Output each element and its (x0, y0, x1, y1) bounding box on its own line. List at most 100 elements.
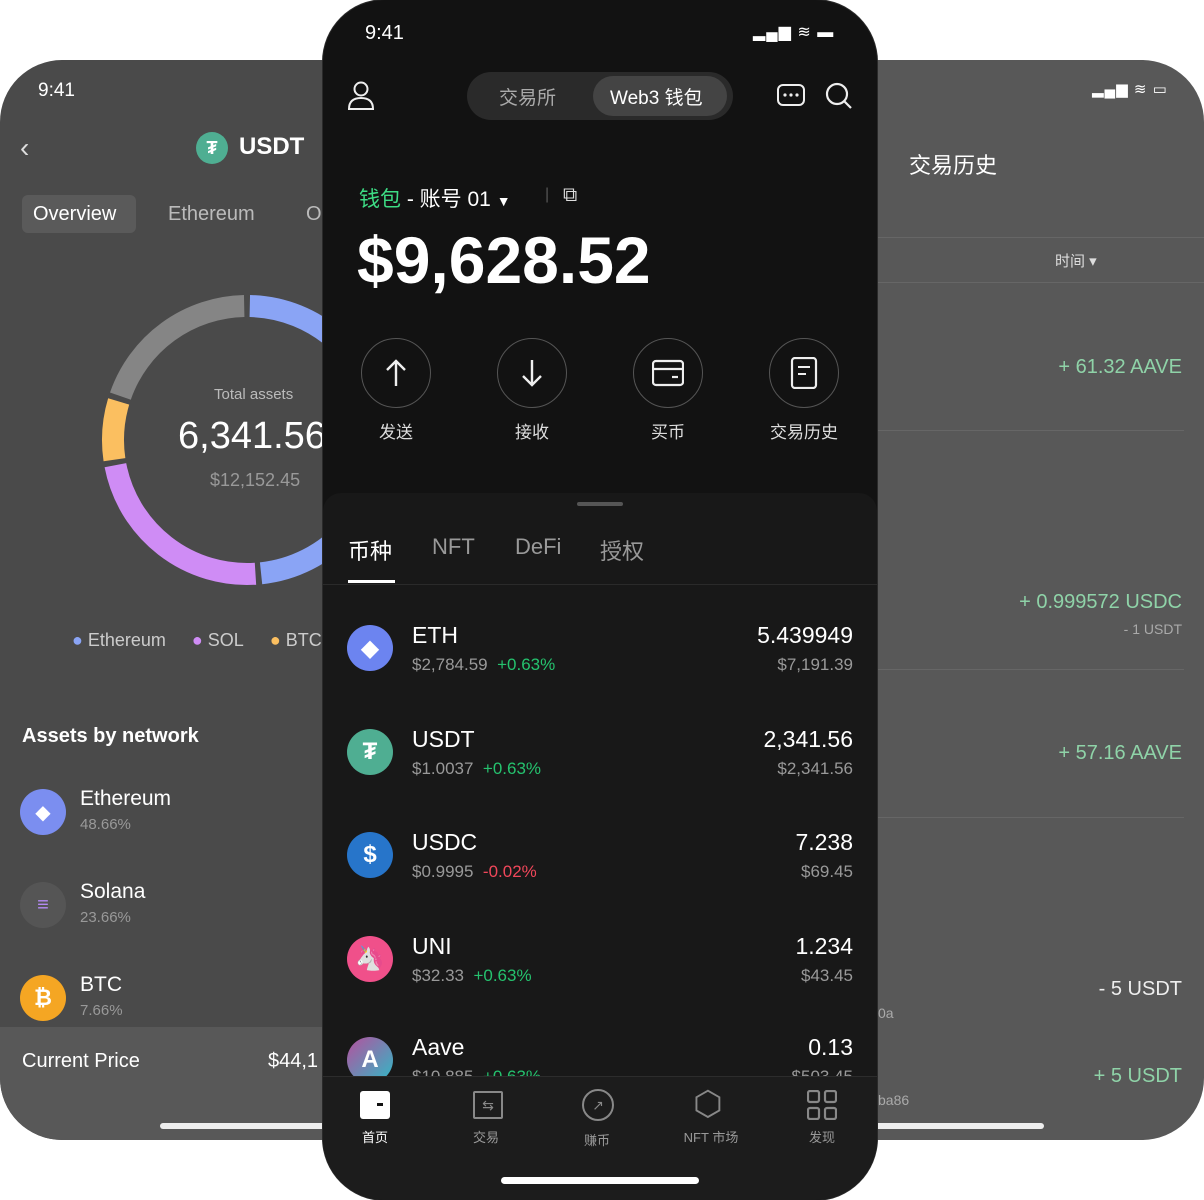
asset-row[interactable]: ₮ USDT $1.0037 +0.63% 2,341.56 $2,341.56 (323, 716, 877, 816)
usdt-icon: ₮ (196, 132, 228, 164)
wallet-home-screen: 9:41 ▂▄▆ ≋ ▬ 交易所 Web3 钱包 钱包 - 账号 01 ▼ | … (323, 0, 877, 1200)
network-pct: 23.66% (80, 909, 131, 926)
history-label: 交易历史 (770, 423, 838, 442)
asset-price: $1.0037 +0.63% (412, 758, 542, 778)
asset-value: $7,191.39 (777, 655, 853, 674)
nav-nft-market[interactable]: NFT 市场 (683, 1130, 739, 1145)
message-icon[interactable] (777, 84, 805, 115)
receive-label: 接收 (515, 423, 549, 442)
divider (877, 669, 1184, 670)
status-time: 9:41 (365, 22, 404, 44)
current-price-value: $44,1 (268, 1050, 319, 1072)
asset-amount: 2,341.56 (763, 725, 853, 752)
legend-ethereum: ● Ethereum (72, 630, 166, 650)
ethereum-icon: ◆ (347, 625, 393, 671)
tab-web3-wallet[interactable]: Web3 钱包 (610, 88, 703, 109)
buy-button[interactable] (633, 338, 703, 408)
tab-indicator (348, 580, 395, 583)
nav-discover[interactable]: 发现 (808, 1130, 835, 1145)
usdc-icon: $ (347, 832, 393, 878)
home-indicator (160, 1123, 323, 1129)
trade-icon[interactable]: ⇆ (473, 1091, 503, 1119)
arrow-down-icon (522, 360, 542, 387)
divider: | (545, 186, 550, 203)
total-assets-usd: $12,152.45 (210, 470, 301, 490)
filter-bar (877, 237, 1204, 283)
status-icons: ▂▄▆ ≋ ▭ (1092, 81, 1168, 98)
tab-tokens[interactable]: 币种 (348, 539, 393, 564)
tab-overview-bg (22, 195, 136, 233)
network-pct: 7.66% (80, 1002, 123, 1019)
total-assets-value: 6,341.56 (178, 415, 323, 457)
nav-home[interactable]: 首页 (361, 1130, 388, 1145)
asset-price: $32.33 +0.63% (412, 965, 532, 985)
document-icon (790, 357, 818, 389)
nav-trade[interactable]: 交易 (472, 1130, 499, 1145)
legend-btc: ● BTC (269, 630, 322, 650)
search-icon[interactable] (825, 82, 853, 115)
chart-legend: ● Ethereum ● SOL ● BTC (72, 630, 323, 651)
asset-row[interactable]: ◆ ETH $2,784.59 +0.63% 5.439949 $7,191.3… (323, 612, 877, 712)
asset-amount: 5.439949 (757, 622, 853, 648)
history-amount: - 5 USDT (1098, 978, 1182, 1000)
history-sub: - 1 USDT (1123, 621, 1182, 637)
asset-symbol: ETH (412, 622, 458, 648)
asset-row[interactable]: 🦄 UNI $32.33 +0.63% 1.234 $43.45 (323, 923, 877, 1023)
time-filter[interactable]: 时间 ▾ (1055, 253, 1097, 270)
section-title: Assets by network (22, 725, 199, 747)
btc-icon: ₿ (20, 975, 66, 1021)
account-selector[interactable]: 钱包 - 账号 01 ▼ (359, 188, 511, 211)
page-title: USDT (239, 133, 305, 160)
divider (323, 584, 877, 585)
send-button[interactable] (361, 338, 431, 408)
page-title: 交易历史 (909, 153, 998, 178)
asset-symbol: Aave (412, 1034, 465, 1060)
solana-icon: ≡ (20, 882, 66, 928)
donut-segment-other (110, 295, 245, 400)
history-amount: + 0.999572 USDC (1019, 591, 1182, 613)
asset-symbol: USDT (412, 725, 475, 752)
tab-ethereum[interactable]: Ethereum (168, 203, 255, 225)
nft-market-icon[interactable]: ⬡ (693, 1085, 723, 1123)
tab-exchange[interactable]: 交易所 (499, 88, 557, 109)
tab-overview[interactable]: Overview (33, 203, 117, 225)
price-bar (0, 1027, 323, 1140)
asset-amount: 0.13 (808, 1034, 853, 1060)
tab-other[interactable]: O (306, 203, 322, 225)
history-amount: + 61.32 AAVE (1058, 356, 1182, 378)
donut-segment-sol (104, 462, 257, 585)
tab-approvals[interactable]: 授权 (600, 539, 645, 564)
aave-icon: A (347, 1037, 393, 1083)
current-price-label: Current Price (22, 1050, 140, 1072)
profile-icon[interactable] (347, 80, 375, 115)
discover-icon[interactable] (806, 1089, 838, 1125)
history-address: ba86 (878, 1092, 910, 1108)
asset-symbol: UNI (412, 932, 452, 959)
divider (877, 817, 1184, 818)
back-icon[interactable]: ‹ (20, 132, 30, 163)
legend-sol: ● SOL (191, 630, 244, 650)
drag-handle[interactable] (577, 502, 623, 506)
usdt-detail-screen: 9:41 ‹ ₮ USDT Overview Ethereum O Total … (0, 60, 323, 1140)
earn-icon[interactable]: ↗ (582, 1089, 614, 1121)
home-indicator (501, 1177, 699, 1184)
total-assets-label: Total assets (214, 386, 294, 403)
uni-icon: 🦄 (347, 935, 393, 982)
asset-value: $43.45 (801, 965, 853, 985)
ethereum-icon: ◆ (20, 789, 66, 835)
home-indicator (877, 1123, 1044, 1129)
copy-icon[interactable]: ⧉ (563, 184, 578, 206)
donut-segment-btc (102, 398, 130, 462)
home-icon[interactable] (360, 1091, 390, 1119)
asset-row[interactable]: $ USDC $0.9995 -0.02% 7.238 $69.45 (323, 819, 877, 919)
buy-label: 买币 (651, 423, 685, 442)
network-name: Ethereum (80, 787, 172, 810)
history-button[interactable] (769, 338, 839, 408)
network-pct: 48.66% (80, 816, 131, 833)
tab-nft[interactable]: NFT (432, 534, 475, 559)
history-amount: + 57.16 AAVE (1058, 742, 1182, 764)
receive-button[interactable] (497, 338, 567, 408)
nav-earn[interactable]: 赚币 (583, 1133, 610, 1148)
tab-defi[interactable]: DeFi (515, 534, 562, 559)
network-name: Solana (80, 880, 146, 903)
